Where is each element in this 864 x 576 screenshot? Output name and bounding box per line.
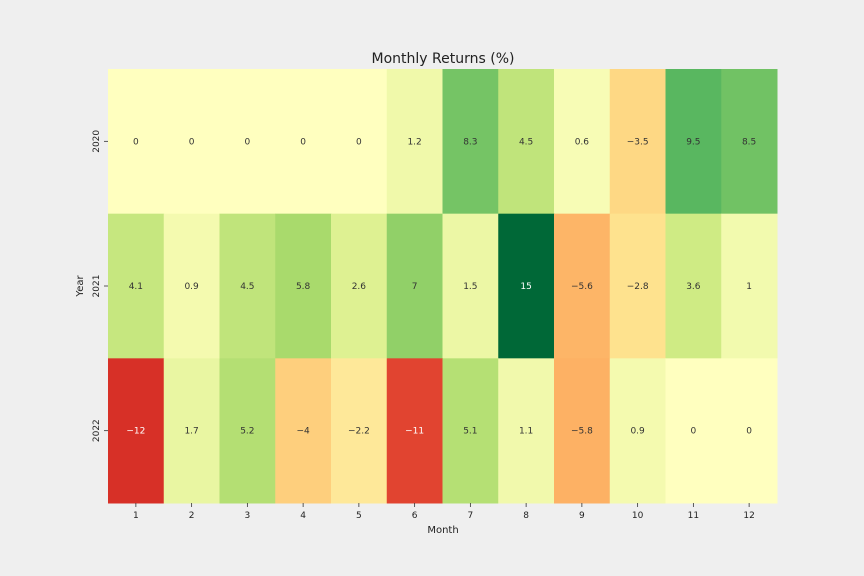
cell-value-label: 5.1 [463,427,477,437]
cell-value-label: −12 [126,427,145,437]
heatmap-cell-2020-9 [554,69,611,215]
x-tick-label: 1 [133,511,139,521]
cell-value-label: −4 [296,427,310,437]
cell-value-label: 5.8 [296,282,311,292]
x-tick-label: 9 [579,511,585,521]
cell-value-label: 1 [746,282,752,292]
heatmap-cell-2021-6 [386,213,443,359]
cell-value-label: 0.9 [630,427,645,437]
heatmap-cell-2020-11 [665,69,722,215]
cell-value-label: 5.2 [240,427,254,437]
cell-value-label: 4.5 [519,137,533,147]
heatmap-cell-2021-3 [219,213,276,359]
cell-value-label: 0 [300,137,306,147]
heatmap-cell-2022-1 [108,358,165,504]
heatmap-cell-2021-10 [609,213,666,359]
heatmap-cell-2022-11 [665,358,722,504]
cell-value-label: 7 [412,282,418,292]
x-tick-label: 8 [523,511,529,521]
cell-value-label: −2.2 [348,427,370,437]
cell-value-label: 15 [520,282,531,292]
y-tick-label: 2020 [92,130,102,153]
cell-value-label: 1.1 [519,427,533,437]
heatmap-cell-2022-3 [219,358,276,504]
heatmap-cell-2022-2 [163,358,220,504]
cell-value-label: −11 [405,427,424,437]
x-tick-label: 5 [356,511,362,521]
cell-value-label: 0.9 [184,282,199,292]
cell-value-label: −3.5 [627,137,649,147]
heatmap-cell-2021-1 [108,213,165,359]
y-tick-label: 2021 [92,275,102,298]
heatmap-cell-2021-11 [665,213,722,359]
chart-title: Monthly Returns (%) [372,51,515,67]
y-tick-label: 2022 [92,419,102,442]
x-axis: 1 2 3 4 5 6 7 8 9 10 11 12 [133,503,755,521]
heatmap-cell-2021-2 [163,213,220,359]
x-tick-label: 12 [743,511,754,521]
cell-value-label: 1.7 [184,427,198,437]
cell-value-label: −2.8 [627,282,649,292]
heatmap-cells: 0 0 0 0 0 1.2 8.3 4.5 0.6 −3.5 9.5 8.5 4.1 0.9 4.5 5.8 2… [108,69,778,504]
heatmap-cell-2020-7 [442,69,499,215]
x-tick-label: 4 [300,511,306,521]
cell-value-label: 0 [356,137,362,147]
y-axis: 2020 2021 2022 [92,130,108,442]
x-axis-label: Month [427,525,458,536]
heatmap-cell-2022-9 [554,358,611,504]
cell-value-label: 4.5 [240,282,254,292]
cell-value-label: 0 [245,137,251,147]
x-tick-label: 11 [688,511,699,521]
heatmap-cell-2021-7 [442,213,499,359]
cell-value-label: 1.2 [407,137,421,147]
heatmap-cell-2022-4 [275,358,332,504]
cell-value-label: 2.6 [352,282,367,292]
cell-value-label: 4.1 [129,282,143,292]
heatmap-cell-2020-2 [163,69,220,215]
cell-value-label: 0 [133,137,139,147]
heatmap-cell-2022-12 [721,358,778,504]
x-tick-label: 7 [468,511,474,521]
heatmap-cell-2021-8 [498,213,555,359]
heatmap-cell-2021-4 [275,213,332,359]
heatmap-cell-2020-8 [498,69,555,215]
heatmap-cell-2020-5 [331,69,388,215]
cell-value-label: 0 [746,427,752,437]
cell-value-label: 0.6 [575,137,590,147]
heatmap-cell-2020-4 [275,69,332,215]
cell-value-label: 0 [691,427,697,437]
x-tick-label: 2 [189,511,195,521]
heatmap-cell-2020-1 [108,69,165,215]
y-axis-label: Year [75,275,86,298]
x-tick-label: 10 [632,511,644,521]
heatmap-cell-2022-5 [331,358,388,504]
heatmap-cell-2022-6 [386,358,443,504]
cell-value-label: 0 [189,137,195,147]
cell-value-label: 1.5 [463,282,477,292]
heatmap-cell-2020-10 [609,69,666,215]
cell-value-label: 3.6 [686,282,701,292]
cell-value-label: 8.3 [463,137,477,147]
cell-value-label: 9.5 [686,137,700,147]
cell-value-label: 8.5 [742,137,756,147]
cell-value-label: −5.6 [571,282,593,292]
heatmap-cell-2020-6 [386,69,443,215]
heatmap-cell-2021-5 [331,213,388,359]
heatmap-cell-2022-8 [498,358,555,504]
heatmap-cell-2021-9 [554,213,611,359]
heatmap-cell-2022-10 [609,358,666,504]
cell-value-label: −5.8 [571,427,593,437]
heatmap-cell-2021-12 [721,213,778,359]
heatmap-cell-2022-7 [442,358,499,504]
x-tick-label: 3 [245,511,251,521]
x-tick-label: 6 [412,511,418,521]
heatmap-cell-2020-3 [219,69,276,215]
heatmap-cell-2020-12 [721,69,778,215]
